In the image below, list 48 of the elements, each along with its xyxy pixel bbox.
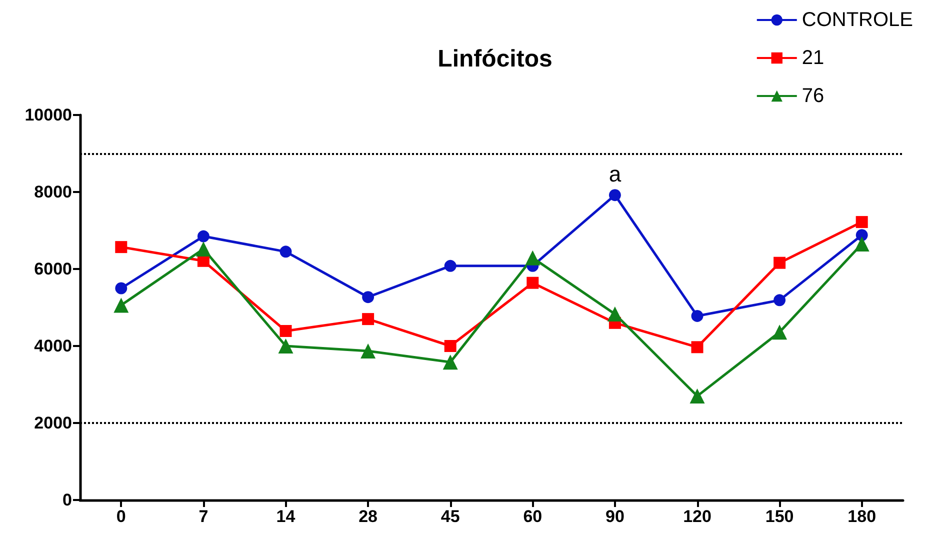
legend-label: 76: [802, 85, 824, 107]
point: [856, 216, 868, 228]
point: [690, 388, 705, 404]
x-tick-label: 45: [440, 507, 460, 526]
point: [278, 338, 294, 354]
point: [856, 229, 868, 242]
x-tick-label: 180: [848, 507, 876, 526]
point: [525, 250, 540, 266]
point: [691, 310, 704, 322]
point: [362, 291, 374, 304]
point: [360, 344, 376, 359]
point: [197, 230, 210, 242]
point: [854, 236, 870, 252]
point: [691, 341, 704, 354]
point: [607, 306, 622, 322]
point: [280, 324, 292, 337]
point: [280, 246, 292, 258]
point: [772, 324, 788, 340]
y-tick-label: 10000: [24, 106, 72, 124]
legend-label: CONTROLE: [802, 9, 913, 31]
y-tick-label: 4000: [34, 336, 72, 356]
point: [444, 260, 456, 272]
point: [196, 241, 211, 256]
point: [115, 282, 128, 294]
y-tick-label: 2000: [34, 414, 72, 432]
annotation: a: [608, 162, 622, 187]
point: [774, 256, 786, 269]
x-tick-label: 28: [358, 507, 378, 526]
x-tick-label: 120: [683, 507, 712, 526]
x-tick-label: 14: [276, 507, 296, 526]
chart-title: Linfócitos: [438, 46, 552, 72]
point: [362, 313, 374, 326]
x-tick-label: 90: [605, 507, 624, 526]
point: [114, 298, 129, 313]
point: [115, 241, 128, 254]
point: [444, 340, 456, 352]
point: [774, 294, 786, 306]
x-tick-label: 150: [765, 507, 794, 526]
x-tick-label: 0: [116, 507, 126, 526]
y-tick-label: 8000: [34, 182, 72, 202]
x-tick-label: 60: [523, 507, 542, 526]
x-tick-label: 7: [198, 507, 208, 526]
y-tick-label: 0: [62, 490, 72, 510]
point: [526, 276, 539, 289]
point: [608, 189, 621, 202]
point: [442, 354, 458, 370]
y-tick-label: 6000: [34, 260, 72, 278]
legend-label: 21: [802, 47, 824, 69]
